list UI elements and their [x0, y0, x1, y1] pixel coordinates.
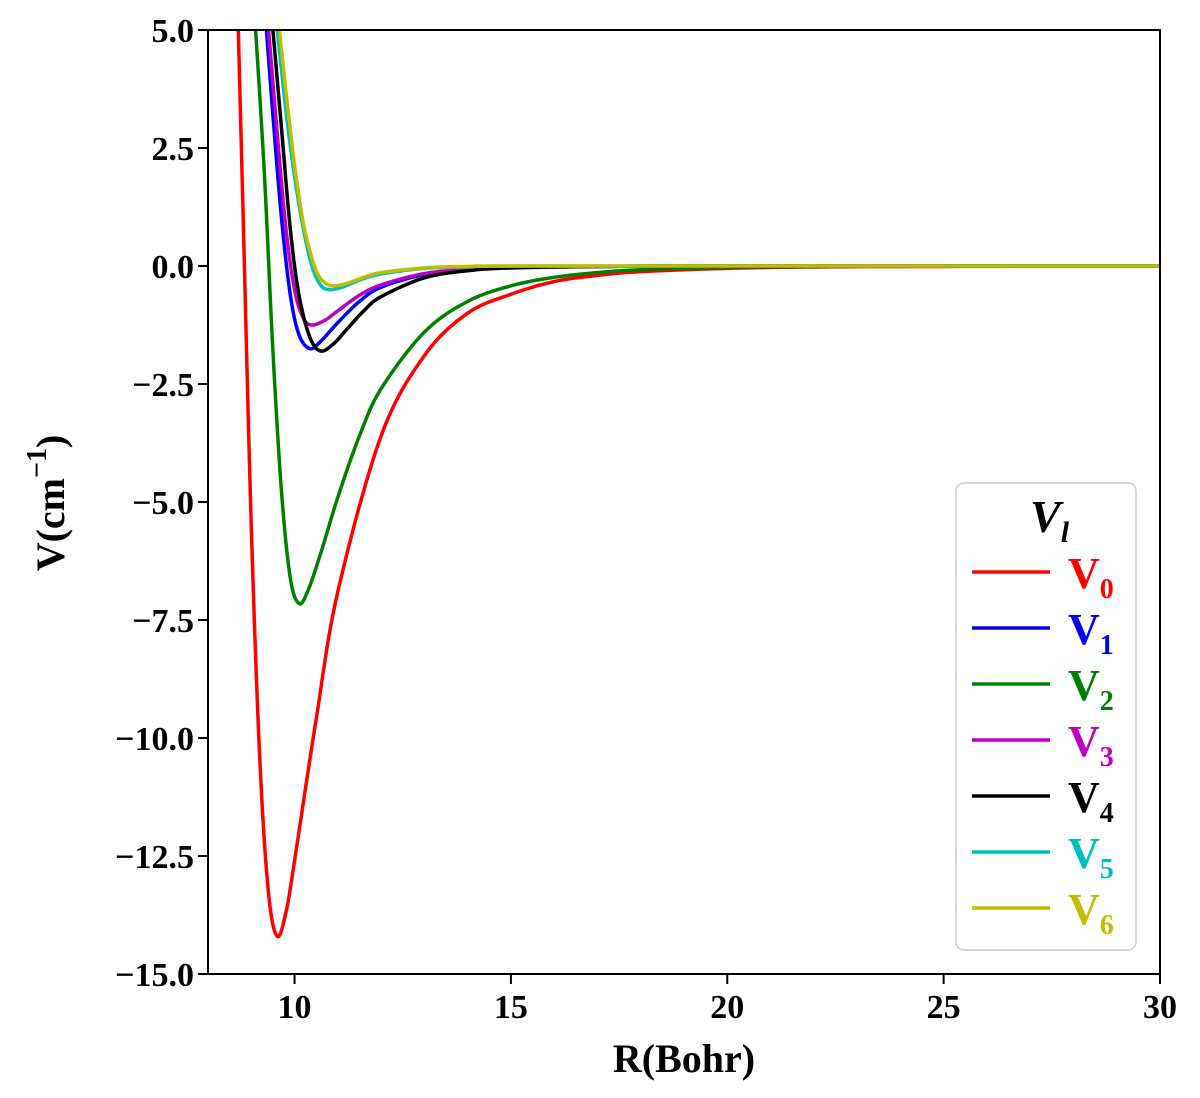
- y-tick-label: −7.5: [132, 603, 194, 640]
- y-tick-label: 2.5: [152, 131, 195, 168]
- legend-title: Vl: [1030, 491, 1070, 549]
- x-tick-label: 10: [278, 989, 312, 1026]
- legend-label: V4: [1068, 773, 1114, 829]
- y-tick-label: −15.0: [115, 957, 194, 994]
- y-tick-label: 5.0: [152, 13, 195, 50]
- y-tick-label: 0.0: [152, 249, 195, 286]
- y-tick-label: −2.5: [132, 367, 194, 404]
- series-line-v6: [277, 30, 1160, 288]
- y-tick-label: −10.0: [115, 721, 194, 758]
- legend-label: V3: [1068, 717, 1114, 773]
- y-tick-label: −5.0: [132, 485, 194, 522]
- y-axis-label-sup: −1: [22, 448, 53, 478]
- series-line-v4: [271, 30, 1160, 353]
- legend-box: [955, 482, 1137, 951]
- svg-text:V(cm−1): V(cm−1): [22, 435, 73, 572]
- legend-label: V6: [1068, 885, 1114, 941]
- y-tick-label: −12.5: [115, 839, 194, 876]
- legend-label: V5: [1068, 829, 1114, 885]
- series-line-v5: [275, 30, 1160, 292]
- legend-label: V2: [1068, 661, 1114, 717]
- x-tick-label: 25: [927, 989, 961, 1026]
- x-tick-label: 30: [1143, 989, 1177, 1026]
- series-line-v2: [253, 30, 1160, 606]
- ticks-layer: 10 15 20 25 30 5.0 2.5 0.0 −2.5 −5.0 −7.5 −10.0 −12.…: [115, 13, 1177, 1026]
- x-tick-label: 20: [710, 989, 744, 1026]
- y-axis-label-main: V(cm: [28, 478, 73, 571]
- legend-label: V1: [1068, 605, 1114, 661]
- y-axis-label: V(cm−1): [22, 435, 73, 572]
- x-tick-label: 15: [494, 989, 528, 1026]
- y-axis-label-close: ): [28, 435, 73, 448]
- x-axis-label: R(Bohr): [613, 1036, 755, 1081]
- series-line-v1: [264, 30, 1160, 351]
- legend-label: V0: [1068, 549, 1114, 605]
- series-layer: [236, 30, 1160, 939]
- plot-frame: [207, 29, 1161, 975]
